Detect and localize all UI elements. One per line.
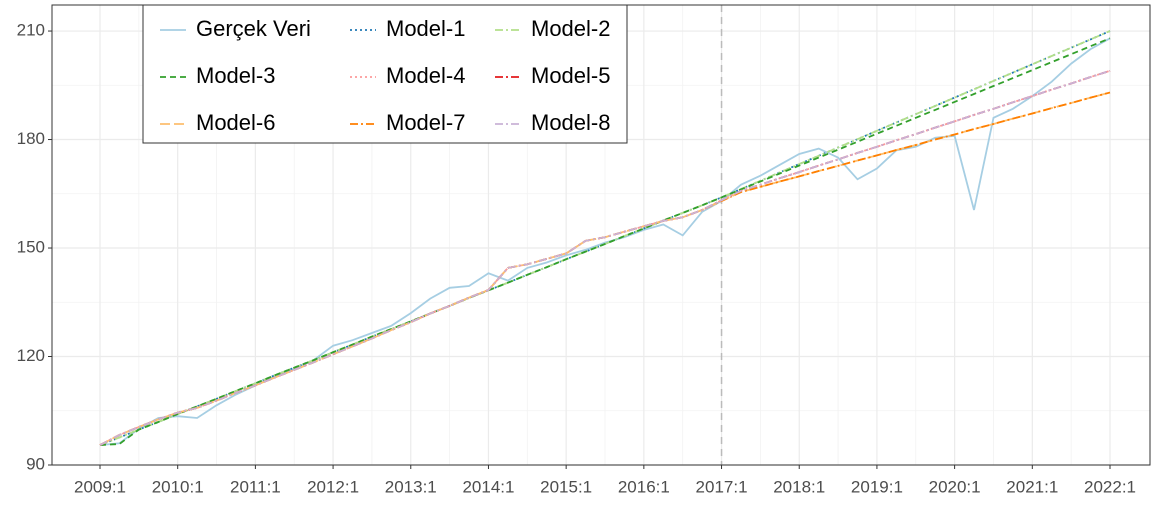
legend: Gerçek Veri Model-1 Model-2 Model-3 Model-4 M…: [142, 4, 628, 144]
x-tick-label: 2016:1: [618, 477, 670, 496]
legend-label: Model-8: [531, 110, 610, 135]
y-tick-label: 150: [17, 238, 45, 257]
legend-label: Model-6: [196, 110, 275, 135]
x-tick-label: 2013:1: [385, 477, 437, 496]
x-tick-label: 2021:1: [1006, 477, 1058, 496]
legend-label: Model-5: [531, 63, 610, 88]
legend-label: Model-4: [386, 63, 465, 88]
legend-label: Model-3: [196, 63, 275, 88]
y-tick-label: 90: [26, 454, 45, 473]
y-tick-label: 180: [17, 129, 45, 148]
x-tick-label: 2015:1: [540, 477, 592, 496]
series-line: [99, 69, 1111, 446]
y-tick-label: 120: [17, 346, 45, 365]
legend-label: Model-2: [531, 16, 610, 41]
x-tick-label: 2018:1: [773, 477, 825, 496]
x-tick-label: 2019:1: [851, 477, 903, 496]
x-tick-label: 2012:1: [307, 477, 359, 496]
x-tick-label: 2014:1: [462, 477, 514, 496]
x-tick-label: 2009:1: [74, 477, 126, 496]
legend-label: Gerçek Veri: [196, 16, 311, 41]
legend-label: Model-1: [386, 16, 465, 41]
x-tick-label: 2022:1: [1084, 477, 1136, 496]
series-line: [99, 37, 1111, 446]
x-tick-label: 2020:1: [929, 477, 981, 496]
y-tick-label: 210: [17, 21, 45, 40]
x-tick-label: 2011:1: [230, 477, 281, 496]
legend-label: Model-7: [386, 110, 465, 135]
x-tick-label: 2010:1: [152, 477, 204, 496]
legend-box: [142, 4, 628, 144]
x-tick-label: 2017:1: [696, 477, 748, 496]
